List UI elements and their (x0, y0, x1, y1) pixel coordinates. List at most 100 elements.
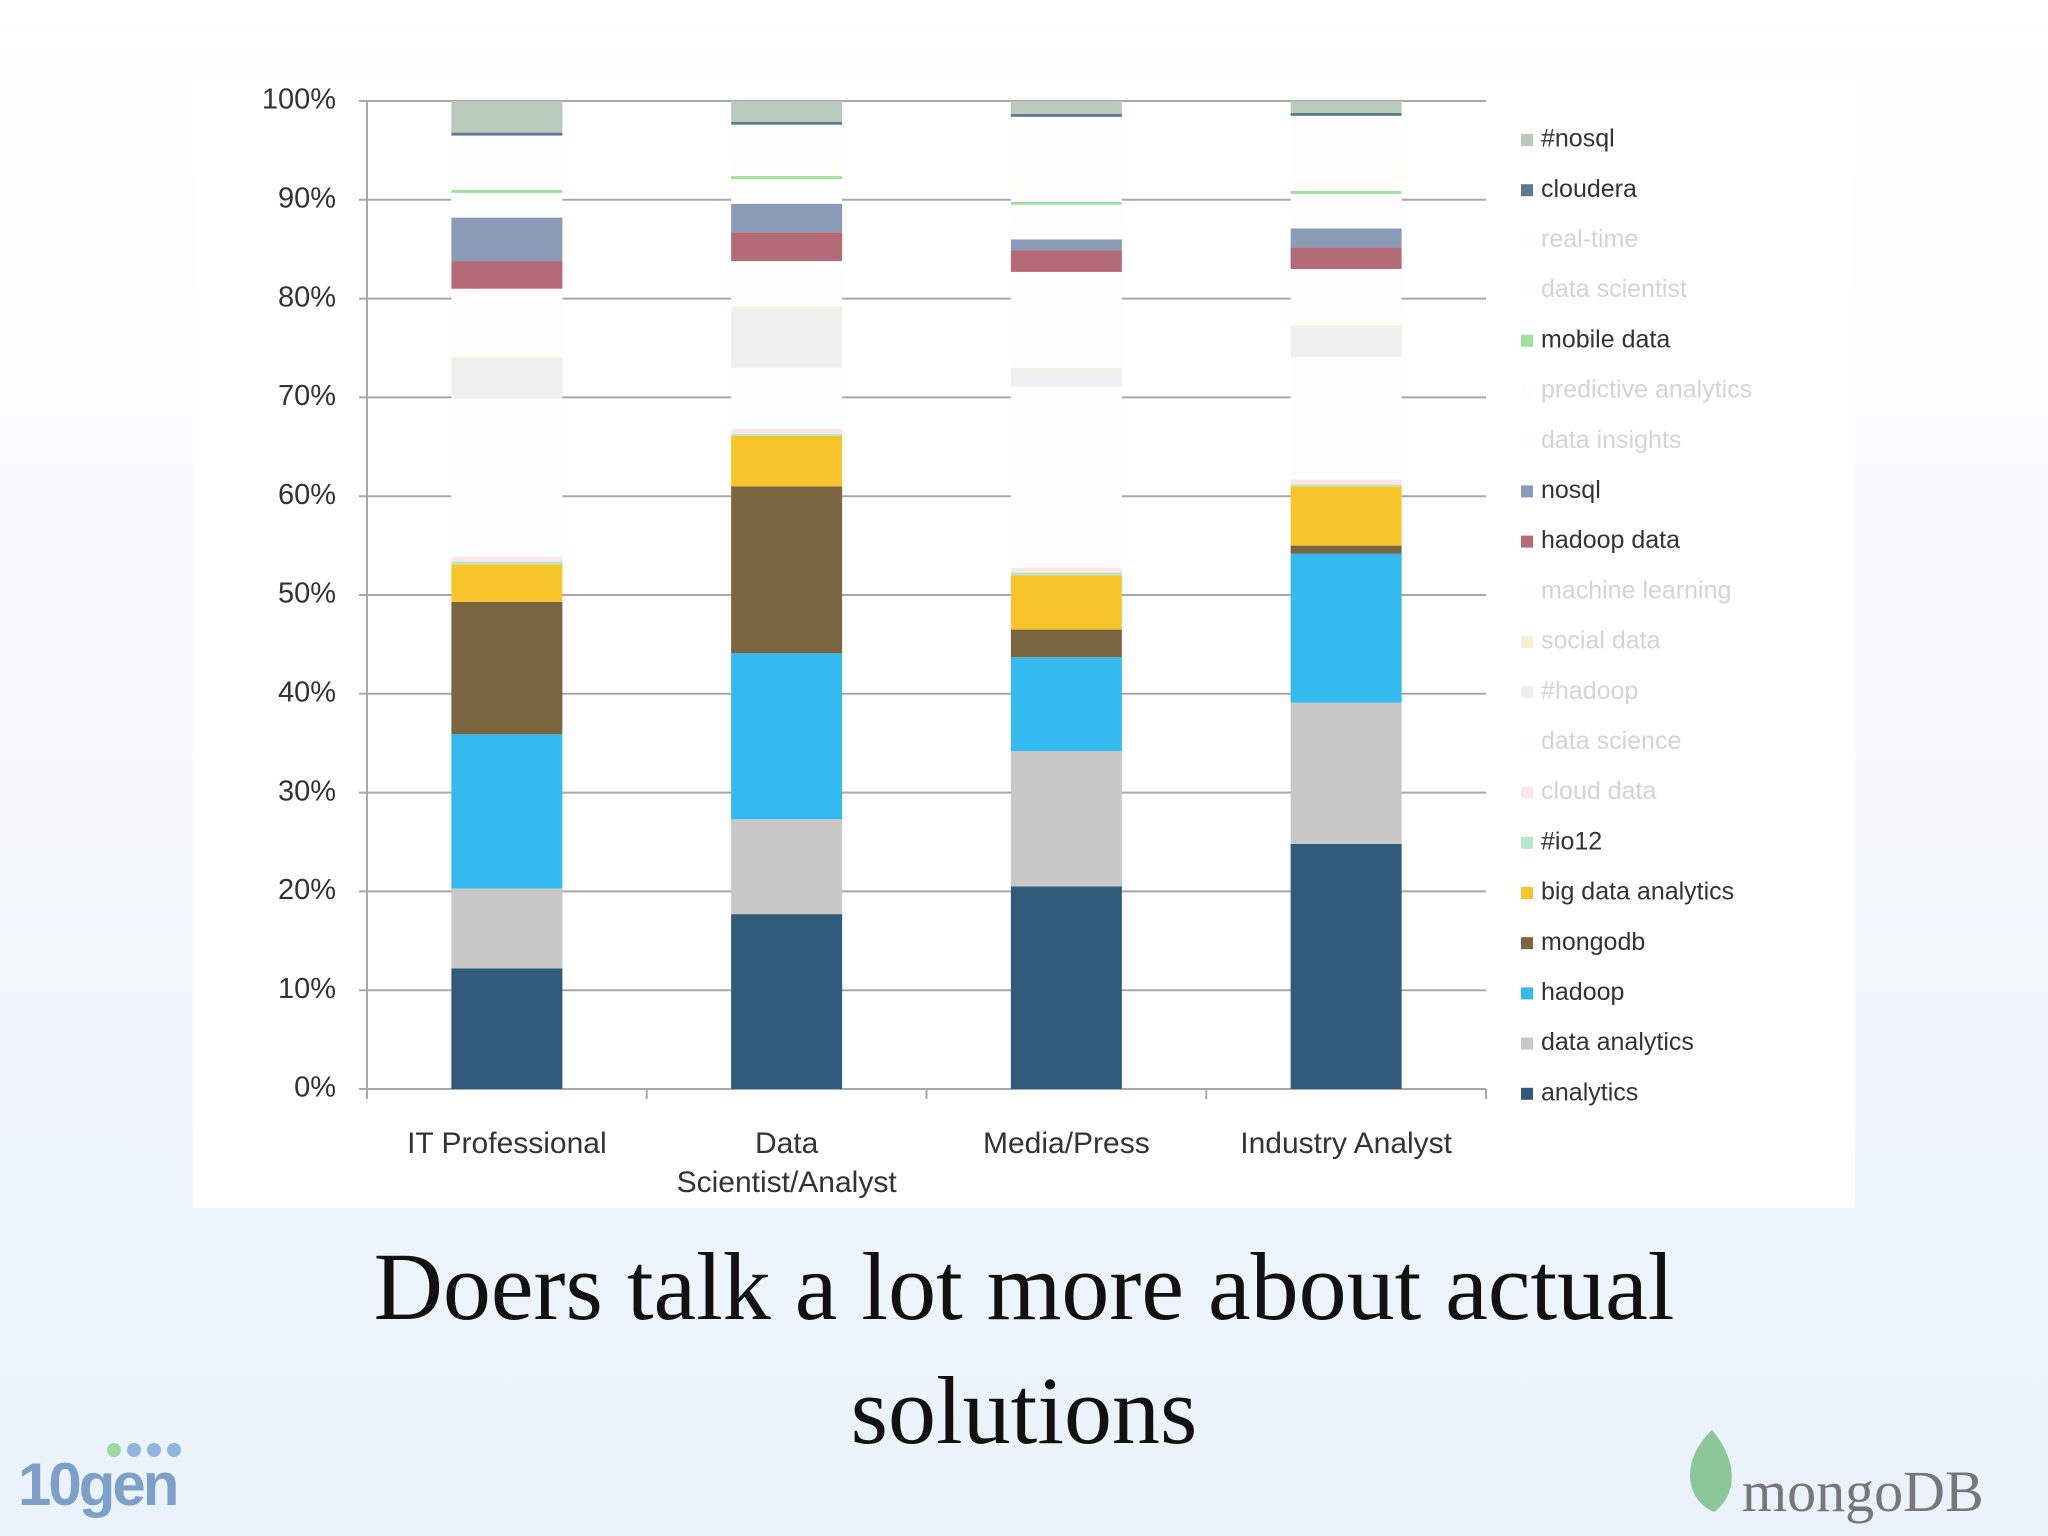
legend-swatch (1521, 636, 1533, 648)
x-tick-label: IT Professional (407, 1127, 607, 1160)
bar-segment (731, 653, 843, 820)
bar-segment (451, 101, 563, 133)
y-tick-label: 50% (278, 578, 336, 610)
bar-segment (731, 429, 843, 434)
bar-segment (1010, 367, 1122, 370)
bar-segment (451, 189, 563, 193)
bar-segment (1010, 204, 1122, 225)
bar-segment (1290, 228, 1402, 248)
bar-segment (731, 179, 843, 194)
legend-swatch (1521, 234, 1533, 247)
bar-segment (1010, 224, 1122, 240)
legend-label: data insights (1541, 426, 1681, 454)
bar-segment (1010, 386, 1122, 568)
bar-segment (1290, 327, 1402, 357)
bar-segment (1290, 193, 1402, 214)
legend-swatch (1521, 134, 1533, 146)
bar-segment (1290, 486, 1402, 546)
bar-segment (1010, 250, 1122, 272)
legend-label: nosql (1541, 476, 1601, 504)
legend-label: #io12 (1541, 827, 1602, 855)
bar-segment (731, 435, 843, 487)
legend-label: hadoop (1541, 978, 1624, 1006)
bar-segment (731, 367, 843, 430)
legend-swatch (1521, 585, 1533, 598)
bar-segment (1290, 484, 1402, 487)
bar-segment (1010, 101, 1122, 114)
bar-segment (731, 121, 843, 125)
bar-segment (451, 356, 563, 359)
legend-label: predictive analytics (1541, 376, 1752, 404)
bar-segment (731, 486, 843, 654)
legend-label: machine learning (1541, 576, 1731, 604)
bar-segment (1010, 113, 1122, 117)
legend-label: cloudera (1541, 175, 1637, 203)
legend-swatch (1521, 786, 1533, 799)
legend-label: #nosql (1541, 125, 1615, 153)
bar-segment (451, 132, 563, 136)
bar-segment (451, 564, 563, 602)
bar-segment (451, 207, 563, 218)
legend-label: real-time (1541, 225, 1638, 253)
y-tick-label: 0% (294, 1072, 336, 1104)
y-tick-label: 20% (278, 874, 336, 906)
bar-segment (731, 306, 843, 309)
bar-segment (1290, 190, 1402, 194)
bar-segment (1290, 843, 1402, 1089)
legend-swatch (1521, 836, 1533, 849)
bar-segment (1290, 112, 1402, 116)
bar-segment (1290, 247, 1402, 269)
bar-segment (451, 734, 563, 889)
bar-segment (451, 135, 563, 171)
bar-segment (1010, 657, 1122, 752)
bar-segment (1290, 268, 1402, 326)
bar-segment (1290, 553, 1402, 703)
x-tick-label: Data Scientist/Analyst (676, 1127, 897, 1199)
bar-segment (451, 192, 563, 208)
legend-label: data science (1541, 727, 1681, 755)
bar-segment (731, 232, 843, 262)
legend-swatch (1521, 334, 1533, 347)
bar-segment (1010, 271, 1122, 368)
bar-segment (451, 888, 563, 969)
bar-segment (731, 203, 843, 233)
bar-segment (1010, 567, 1122, 573)
legend-swatch (1521, 937, 1533, 950)
bar-segment (731, 124, 843, 157)
legend-label: social data (1541, 627, 1661, 655)
bar-segment (731, 819, 843, 915)
legend-swatch (1521, 485, 1533, 498)
y-tick-label: 100% (262, 84, 336, 116)
legend-label: mobile data (1541, 325, 1670, 353)
bar-segment (731, 433, 843, 436)
bar-segment (731, 156, 843, 177)
bar-segment (451, 561, 563, 565)
legend-label: analytics (1541, 1078, 1638, 1106)
y-tick-label: 30% (278, 775, 336, 807)
bar-segment (1290, 356, 1402, 480)
bar-segment (451, 556, 563, 562)
bar-segment (451, 601, 563, 735)
y-tick-label: 40% (278, 676, 336, 708)
legend-swatch (1521, 987, 1533, 1000)
legend-swatch (1521, 736, 1533, 749)
legend-swatch (1521, 535, 1533, 548)
legend-swatch (1521, 184, 1533, 197)
bar-segment (1010, 572, 1122, 576)
logo-leaf (1690, 1430, 1732, 1512)
bar-segment (731, 308, 843, 368)
bar-segment (1290, 545, 1402, 554)
slide-caption: Doers talk a lot more about actual solut… (373, 1233, 1675, 1464)
bar-segment (1290, 213, 1402, 229)
bar-segment (731, 261, 843, 307)
bar-segment (1010, 172, 1122, 202)
legend-swatch (1521, 435, 1533, 448)
logo-10gen: 10gen (18, 1451, 179, 1518)
bar-segment (1010, 575, 1122, 630)
bar-segment (1290, 101, 1402, 113)
bar-segment (451, 288, 563, 357)
legend-swatch (1521, 1037, 1533, 1050)
legend-swatch (1521, 1087, 1533, 1100)
y-tick-label: 10% (278, 973, 336, 1005)
